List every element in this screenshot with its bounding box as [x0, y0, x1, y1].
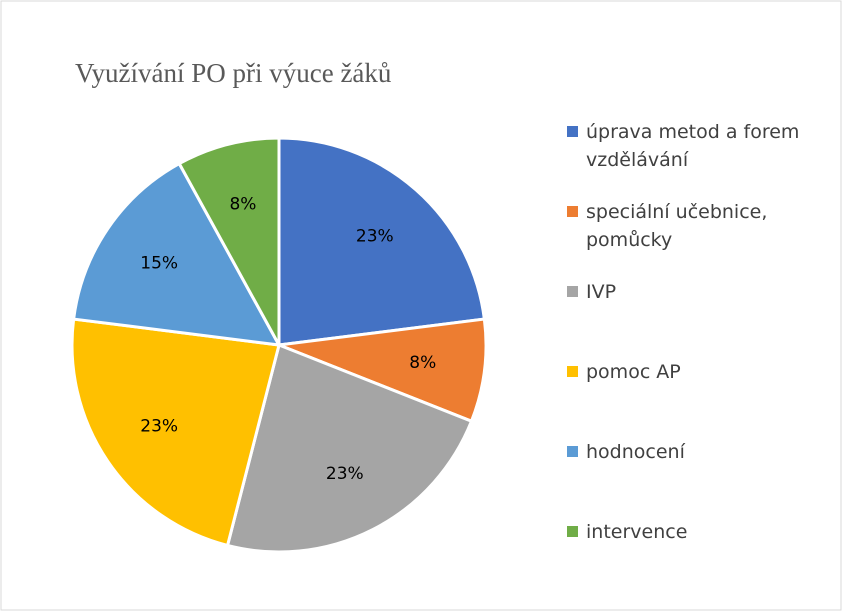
legend-item: intervence [567, 518, 837, 598]
data-label: 8% [229, 195, 256, 215]
legend-label: IVP [586, 281, 617, 303]
data-label: 23% [326, 464, 364, 484]
data-label: 8% [409, 353, 436, 373]
pie-slice [278, 317, 488, 424]
data-label: 23% [356, 226, 394, 246]
legend-swatch [567, 126, 578, 137]
legend-label: pomoc AP [586, 361, 681, 383]
legend-item: speciální učebnice, pomůcky [567, 198, 837, 278]
legend: úprava metod a forem vzdělávání speciální… [567, 118, 837, 598]
pie-slice [225, 342, 474, 554]
legend-label: úprava metod a forem vzdělávání [586, 121, 800, 171]
data-label: 23% [140, 416, 178, 436]
legend-swatch [567, 286, 578, 297]
legend-item: úprava metod a forem vzdělávání [567, 118, 837, 198]
legend-swatch [567, 526, 578, 537]
legend-item: IVP [567, 278, 837, 358]
legend-item: pomoc AP [567, 358, 837, 438]
legend-swatch [567, 366, 578, 377]
pie-slice [70, 317, 281, 548]
legend-label: hodnocení [586, 441, 685, 463]
data-label: 15% [140, 254, 178, 274]
legend-label: speciální učebnice, pomůcky [586, 201, 768, 251]
legend-swatch [567, 206, 578, 217]
legend-item: hodnocení [567, 438, 837, 518]
legend-swatch [567, 446, 578, 457]
pie-slice [71, 161, 282, 347]
chart-title: Využívání PO při výuce žáků [75, 58, 392, 88]
pie-slice [177, 136, 281, 346]
pie-slice [277, 136, 487, 347]
legend-label: intervence [586, 521, 688, 543]
